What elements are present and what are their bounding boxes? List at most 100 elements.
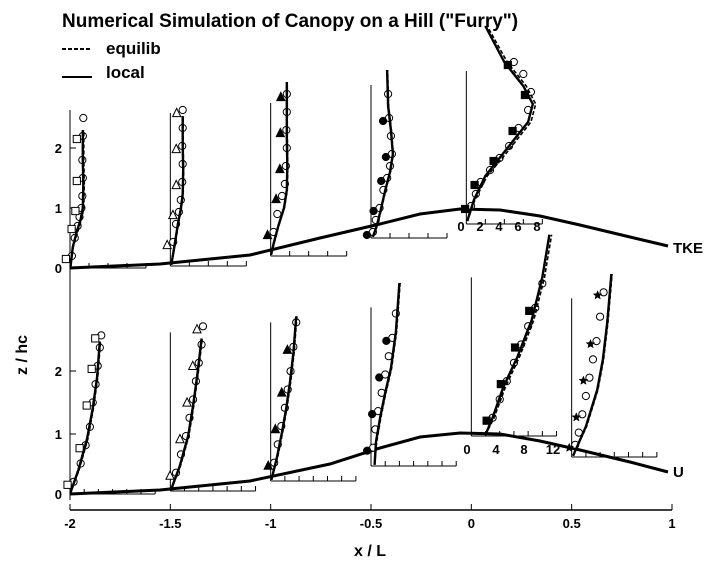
tke-scale-label-3: 6 xyxy=(514,219,521,234)
u-station-0-obs-0 xyxy=(63,480,72,489)
u-scale-label-0: 0 xyxy=(463,442,470,457)
x-tick-label-5: 0.5 xyxy=(563,516,581,531)
u-scale-label-2: 8 xyxy=(520,442,527,457)
u-ytick-label-2: 2 xyxy=(55,364,62,379)
chart-title: Numerical Simulation of Canopy on a Hill… xyxy=(62,11,518,32)
tke-station-1-obs-8 xyxy=(171,107,182,118)
tke-ytick-label-0: 0 xyxy=(55,261,62,276)
u-panel-label: U xyxy=(673,464,684,481)
u-station-2-obs-4 xyxy=(276,386,287,397)
u-station-3-obs-6 xyxy=(382,336,391,345)
tke-scale-label-4: 8 xyxy=(533,219,540,234)
tke-station-0-obs-0 xyxy=(61,254,70,264)
tke-station-2-obs-8 xyxy=(275,91,286,102)
u-station-1-obs-2 xyxy=(175,433,185,444)
x-tick-label-3: -0.5 xyxy=(360,516,382,531)
u-station-3-obs-4 xyxy=(375,373,384,382)
tke-station-2-obs-open-1 xyxy=(273,209,282,219)
tke-station-1-obs-0 xyxy=(162,239,173,250)
tke-station-2-local-line xyxy=(269,82,289,256)
tke-station-3-local-line xyxy=(371,69,395,238)
u-terrain-line xyxy=(69,431,669,496)
u-station-2-obs-2 xyxy=(270,423,281,434)
tke-terrain-line xyxy=(69,207,669,270)
u-station-5-local-line xyxy=(572,273,613,457)
tke-station-0-obs-8 xyxy=(72,134,81,144)
u-station-2-obs-6 xyxy=(282,344,293,354)
tke-station-4-obs-0 xyxy=(460,204,470,214)
u-station-0-local-line xyxy=(69,341,101,494)
profiles-layer xyxy=(61,25,658,495)
u-station-0-obs-2 xyxy=(75,444,84,453)
tke-station-3-obs-4 xyxy=(377,176,386,186)
tke-station-4-obs-open-9 xyxy=(519,69,528,79)
u-station-0-obs-6 xyxy=(87,364,96,373)
u-station-5-obs-open-7 xyxy=(595,312,605,321)
tke-station-2-obs-4 xyxy=(274,163,285,174)
u-station-1-obs-4 xyxy=(182,396,192,407)
u-station-5-obs-0 xyxy=(564,442,575,452)
tke-station-4-obs-2 xyxy=(470,180,479,190)
tke-station-2-obs-0 xyxy=(262,229,273,240)
u-ytick-label-1: 1 xyxy=(55,427,62,442)
u-station-5-obs-open-5 xyxy=(588,355,598,364)
tke-station-0-obs-open-9 xyxy=(79,113,88,123)
u-station-5-obs-8 xyxy=(592,290,603,300)
u-station-5-obs-4 xyxy=(578,375,589,385)
u-station-3-obs-0 xyxy=(363,446,372,455)
tke-station-3-obs-0 xyxy=(362,230,371,240)
tke-scale-label-1: 2 xyxy=(476,219,483,234)
u-station-2-local-line xyxy=(270,316,298,481)
u-station-2-obs-0 xyxy=(263,459,274,470)
x-tick-label-1: -1.5 xyxy=(159,516,181,531)
tke-station-1-obs-open-8 xyxy=(178,105,187,115)
u-scale-label-3: 12 xyxy=(546,442,560,457)
tke-scale-label-2: 4 xyxy=(495,219,503,234)
tke-ytick-label-2: 2 xyxy=(55,141,62,156)
tke-station-2-obs-6 xyxy=(275,127,286,138)
tke-scale-label-0: 0 xyxy=(457,219,464,234)
tke-station-4-local-line xyxy=(466,25,535,222)
y-axis-label: z / hc xyxy=(14,335,31,375)
u-station-1-obs-6 xyxy=(187,360,198,370)
tke-station-1-obs-6 xyxy=(171,143,182,154)
tke-station-3-obs-6 xyxy=(381,152,390,162)
u-station-0-obs-4 xyxy=(82,401,91,410)
u-station-4-obs-4 xyxy=(510,343,520,352)
tke-station-1-obs-4 xyxy=(171,179,182,190)
tke-station-0-obs-6 xyxy=(72,176,81,186)
tke-station-3-obs-8 xyxy=(378,116,388,126)
u-station-1-obs-0 xyxy=(165,469,175,480)
u-station-4-obs-6 xyxy=(525,306,534,315)
u-station-1-obs-open-8 xyxy=(198,322,208,331)
u-station-5-obs-open-3 xyxy=(581,391,590,401)
x-tick-label-0: -2 xyxy=(64,516,76,531)
legend-local-label: local xyxy=(106,63,145,82)
tke-station-0-obs-2 xyxy=(67,224,76,234)
x-tick-label-6: 1 xyxy=(668,516,675,531)
x-axis-label: x / L xyxy=(354,543,386,560)
u-station-1-obs-8 xyxy=(192,323,202,334)
u-station-5-obs-2 xyxy=(571,412,582,422)
tke-station-1-obs-2 xyxy=(167,209,178,220)
u-station-1-local-line xyxy=(169,338,203,491)
u-station-3-local-line xyxy=(373,282,401,465)
u-station-5-obs-6 xyxy=(585,338,596,349)
tke-station-4-obs-6 xyxy=(508,126,517,136)
u-ytick-label-0: 0 xyxy=(55,487,62,502)
u-station-4-equilib-line xyxy=(484,234,553,436)
legend-equilib-label: equilib xyxy=(106,39,161,58)
tke-station-0-obs-4 xyxy=(71,206,80,216)
u-station-2-equilib-line xyxy=(270,316,298,481)
x-tick-label-4: 0 xyxy=(468,516,475,531)
u-station-0-obs-8 xyxy=(91,334,100,343)
tke-station-2-obs-2 xyxy=(271,193,281,204)
tke-station-1-local-line xyxy=(170,116,185,265)
tke-panel-label: TKE xyxy=(673,240,703,257)
tke-station-0-local-line xyxy=(69,130,85,267)
x-tick-label-2: -1 xyxy=(265,516,277,531)
u-station-4-local-line xyxy=(484,234,551,436)
tke-station-3-obs-2 xyxy=(369,206,378,216)
